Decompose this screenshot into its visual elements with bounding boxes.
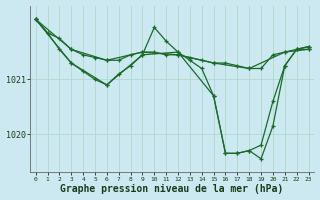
X-axis label: Graphe pression niveau de la mer (hPa): Graphe pression niveau de la mer (hPa): [60, 184, 284, 194]
